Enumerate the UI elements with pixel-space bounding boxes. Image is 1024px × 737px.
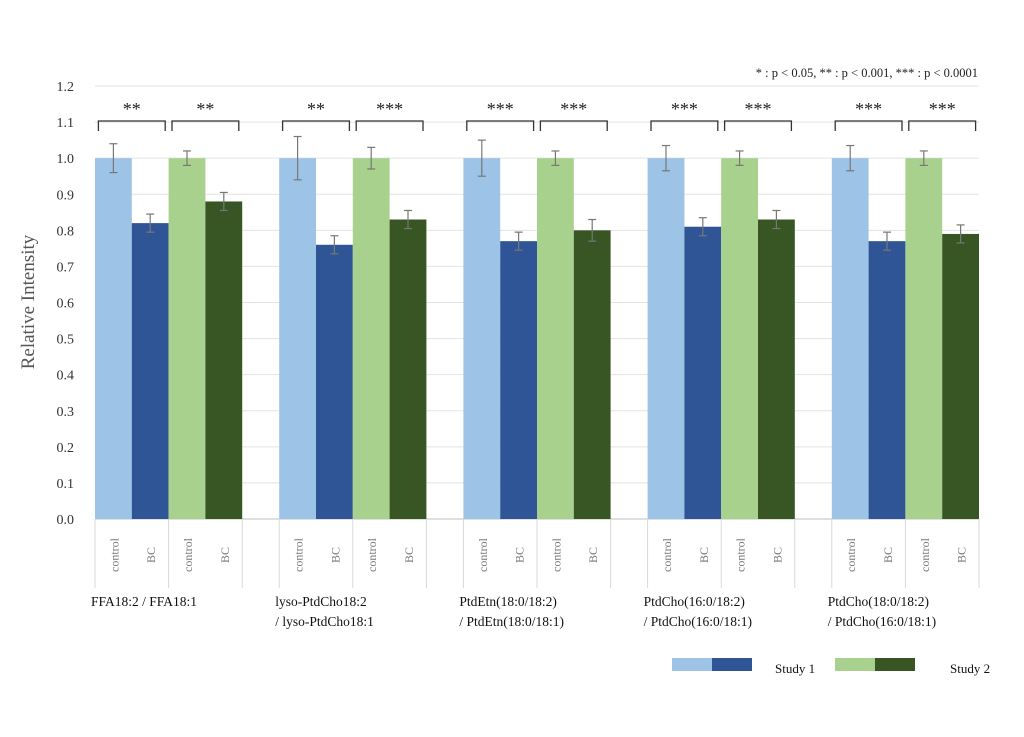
bar — [279, 158, 316, 519]
y-tick-label: 0.0 — [57, 513, 75, 528]
significance-stars: ** — [123, 99, 141, 119]
significance-stars: *** — [929, 99, 956, 119]
bar — [905, 158, 943, 519]
significance-stars: *** — [376, 99, 403, 119]
significance-bracket — [281, 120, 351, 131]
category-label: FFA18:2 / FFA18:1 — [91, 594, 197, 609]
x-sub-label: control — [476, 537, 490, 572]
category-label: / PtdCho(16:0/18:1) — [828, 614, 936, 629]
bar — [205, 201, 243, 519]
x-sub-label: BC — [955, 547, 969, 563]
category-label: / PtdCho(16:0/18:1) — [644, 614, 752, 629]
bar — [942, 233, 979, 520]
significance-bracket — [650, 120, 719, 131]
category-label: lyso-PtdCho18:2 — [275, 594, 367, 609]
bar — [647, 158, 685, 519]
legend-swatch — [835, 658, 875, 671]
x-sub-label: control — [107, 537, 121, 572]
category-label: / lyso-PtdCho18:1 — [275, 614, 374, 629]
bar — [131, 223, 169, 519]
y-tick-label: 0.5 — [57, 333, 75, 348]
x-sub-label: control — [365, 537, 379, 572]
bar — [684, 226, 722, 519]
significance-bracket — [355, 120, 424, 131]
x-sub-label: control — [292, 537, 306, 572]
y-tick-label: 1.2 — [57, 80, 75, 95]
y-tick-label: 0.4 — [57, 369, 75, 384]
significance-bracket — [171, 120, 240, 131]
x-sub-label: BC — [513, 547, 527, 563]
x-sub-label: control — [549, 537, 563, 572]
y-tick-label: 1.1 — [57, 116, 75, 131]
x-sub-label: control — [844, 537, 858, 572]
y-tick-label: 0.3 — [57, 405, 75, 420]
legend-label: Study 2 — [950, 661, 990, 676]
y-tick-label: 0.7 — [57, 260, 75, 275]
bar — [868, 241, 906, 520]
y-tick-label: 0.9 — [57, 188, 75, 203]
bar — [500, 241, 537, 520]
category-label: PtdEtn(18:0/18:2) — [459, 594, 557, 609]
legend-swatch — [712, 658, 752, 671]
legend-swatch — [672, 658, 712, 671]
bar — [721, 158, 758, 519]
bar — [537, 158, 574, 519]
x-sub-label: BC — [881, 547, 895, 563]
x-sub-label: control — [181, 537, 195, 572]
x-sub-label: control — [660, 537, 674, 572]
x-sub-label: BC — [144, 547, 158, 563]
significance-stars: *** — [560, 99, 587, 119]
category-label: PtdCho(16:0/18:2) — [644, 594, 745, 609]
significance-stars: *** — [671, 99, 698, 119]
y-tick-label: 0.1 — [57, 477, 75, 492]
significance-bracket — [97, 120, 166, 131]
category-label: PtdCho(18:0/18:2) — [828, 594, 929, 609]
y-tick-label: 1.0 — [57, 152, 75, 167]
y-tick-label: 0.2 — [57, 441, 75, 456]
bar — [831, 158, 869, 519]
bar — [352, 158, 390, 519]
bar — [389, 219, 427, 519]
x-sub-label: BC — [218, 547, 232, 563]
y-axis-label: Relative Intensity — [18, 234, 39, 369]
x-sub-label: BC — [697, 547, 711, 563]
significance-note: * : p < 0.05, ** : p < 0.001, *** : p < … — [756, 66, 978, 80]
bar — [758, 219, 795, 519]
significance-stars: ** — [196, 99, 214, 119]
x-sub-label: BC — [770, 547, 784, 563]
x-sub-label: control — [918, 537, 932, 572]
significance-stars: *** — [487, 99, 514, 119]
significance-bracket — [539, 120, 608, 131]
significance-stars: *** — [745, 99, 772, 119]
bar — [463, 158, 501, 519]
y-tick-label: 0.6 — [57, 297, 75, 312]
bar — [95, 158, 132, 519]
x-sub-label: BC — [586, 547, 600, 563]
significance-stars: ** — [307, 99, 325, 119]
bar — [573, 230, 611, 520]
x-sub-label: BC — [328, 547, 342, 563]
x-sub-label: BC — [402, 547, 416, 563]
y-tick-label: 0.8 — [57, 224, 75, 239]
significance-bracket — [834, 120, 903, 131]
bar — [168, 158, 206, 519]
bar — [316, 244, 353, 519]
x-sub-label: control — [734, 537, 748, 572]
legend-label: Study 1 — [775, 661, 815, 676]
legend-swatch — [875, 658, 915, 671]
significance-bracket — [908, 120, 977, 131]
category-label: / PtdEtn(18:0/18:1) — [459, 614, 564, 629]
significance-bracket — [723, 120, 793, 131]
significance-bracket — [466, 120, 535, 131]
significance-stars: *** — [855, 99, 882, 119]
